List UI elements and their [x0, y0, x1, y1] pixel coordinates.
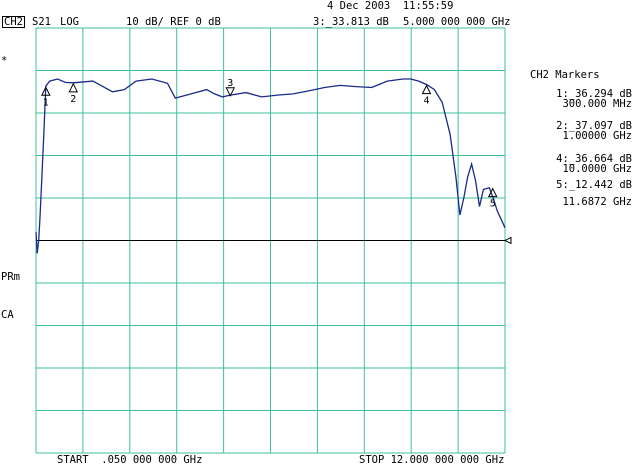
marker-5-icon — [487, 187, 498, 198]
marker-4-frequency: 10.0000 GHz — [562, 163, 632, 175]
star-annotation: * — [1, 55, 8, 67]
marker-3-label: 3 — [227, 78, 233, 89]
marker-panel-title: CH2 Markers — [530, 69, 600, 81]
marker-5-label: 5 — [490, 199, 496, 210]
marker-5-frequency: 11.6872 GHz — [562, 196, 632, 208]
marker-4-label: 4 — [424, 96, 430, 107]
stop-frequency: STOP 12.000 000 000 GHz — [359, 454, 505, 466]
marker-1-frequency: 300.000 MHz — [562, 98, 632, 110]
marker-1-label: 1 — [43, 97, 49, 108]
marker-2-icon — [68, 82, 79, 93]
marker-1-value: 1:_36.294 dB — [556, 88, 632, 100]
marker-4-icon — [421, 84, 432, 95]
reference-marker-icon — [503, 236, 512, 245]
marker-2-label: 2 — [70, 94, 76, 105]
ca-annotation: CA — [1, 309, 14, 321]
datetime: 4 Dec 2003 11:55:59 — [327, 0, 454, 12]
scale-label: 10 dB/ REF 0 dB — [126, 16, 221, 28]
active-marker-readout: 3:_33.813 dB — [313, 16, 389, 28]
marker-2-frequency: 1.00000 GHz — [562, 130, 632, 142]
format-label: LOG — [60, 16, 79, 28]
start-frequency: START .050 000 000 GHz — [57, 454, 203, 466]
marker-2-value: 2:_37.097 dB — [556, 120, 632, 132]
trace-line — [35, 78, 506, 254]
marker-5-value: 5:_12.442 dB — [556, 179, 632, 191]
marker-3-icon — [225, 87, 236, 97]
channel-indicator: CH2 — [2, 16, 25, 28]
marker-1-icon — [41, 86, 51, 96]
active-marker-frequency: 5.000 000 000 GHz — [403, 16, 511, 28]
marker-4-value: 4:_36.664 dB — [556, 153, 632, 165]
parameter-label: S21 — [32, 16, 51, 28]
prm-annotation: PRm — [1, 271, 20, 283]
marker-symbols: 1 2 3 4 5 — [41, 78, 498, 210]
